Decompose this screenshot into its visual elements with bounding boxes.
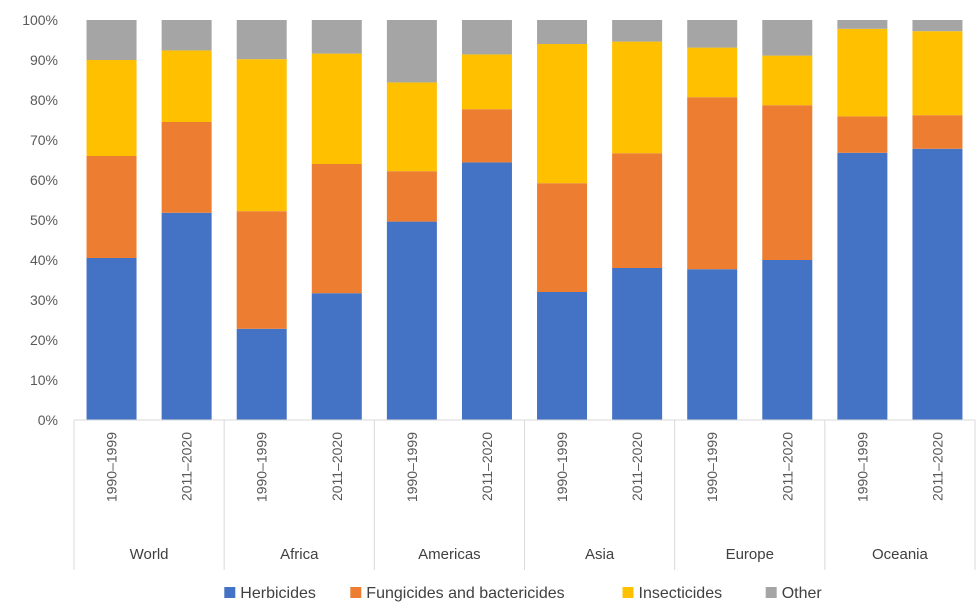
bar-segment-other (912, 20, 963, 32)
legend-label: Fungicides and bactericides (366, 585, 564, 602)
x-group-label: Asia (585, 546, 615, 563)
legend-label: Other (782, 585, 823, 602)
y-tick-label: 20% (30, 332, 58, 348)
x-period-label: 1990–1999 (704, 432, 720, 502)
bar-segment-fungicides-and-bactericides (86, 156, 137, 258)
bar-segment-insecticides (687, 47, 738, 98)
x-group-label: Europe (726, 546, 774, 563)
bar-segment-insecticides (912, 31, 963, 116)
bar-segment-herbicides (161, 212, 212, 420)
x-group-label: Americas (418, 546, 481, 563)
bar-segment-insecticides (236, 59, 287, 212)
x-period-label: 2011–2020 (479, 432, 495, 501)
y-tick-label: 50% (30, 212, 58, 228)
y-tick-label: 10% (30, 372, 58, 388)
bar-segment-insecticides (762, 55, 813, 106)
bar-segment-other (461, 20, 512, 55)
bar-segment-other (86, 20, 137, 60)
bar-segment-insecticides (461, 54, 512, 110)
bar-segment-herbicides (687, 269, 738, 420)
bar-segment-other (311, 20, 362, 54)
bar-segment-herbicides (461, 162, 512, 420)
bar-segment-fungicides-and-bactericides (837, 116, 888, 153)
legend-label: Herbicides (240, 585, 316, 602)
x-axis: 1990–1999 2011–2020 1990–1999 2011–2020 1990… (73, 419, 976, 570)
bar-segment-other (236, 20, 287, 60)
bar-segment-insecticides (161, 50, 212, 122)
bar-segment-fungicides-and-bactericides (161, 122, 212, 213)
legend-swatch (224, 587, 236, 598)
bar-segment-fungicides-and-bactericides (612, 153, 663, 268)
legend-swatch (622, 587, 634, 598)
y-tick-label: 80% (30, 92, 58, 108)
legend: Herbicides Fungicides and bactericides Ins… (224, 585, 822, 602)
y-tick-label: 0% (38, 412, 58, 428)
legend-swatch (765, 587, 777, 598)
bar-segment-herbicides (837, 152, 888, 421)
y-tick-label: 70% (30, 132, 58, 148)
bar-segment-insecticides (386, 82, 437, 172)
y-tick-label: 40% (30, 252, 58, 268)
x-period-label: 2011–2020 (629, 432, 645, 501)
bar-segment-other (687, 20, 738, 48)
x-period-label: 1990–1999 (254, 432, 270, 502)
bar-segment-fungicides-and-bactericides (461, 109, 512, 163)
x-period-label: 2011–2020 (929, 432, 945, 501)
y-tick-label: 30% (30, 292, 58, 308)
bar-segment-other (612, 20, 663, 42)
bar-segment-other (386, 20, 437, 83)
bar-segment-herbicides (762, 260, 813, 420)
bar-segment-insecticides (86, 60, 137, 156)
y-tick-label: 100% (22, 12, 58, 28)
y-tick-label: 90% (30, 52, 58, 68)
y-axis: 0% 10% 20% 30% 40% 50% 60% 70% 80% 90% 100% (22, 12, 58, 428)
x-period-label: 1990–1999 (854, 432, 870, 502)
x-period-label: 2011–2020 (179, 432, 195, 501)
bar-segment-fungicides-and-bactericides (912, 115, 963, 149)
bar-segment-other (537, 20, 588, 44)
y-tick-label: 60% (30, 172, 58, 188)
bar-segment-fungicides-and-bactericides (537, 183, 588, 292)
x-group-label: Oceania (872, 546, 929, 563)
x-period-label: 1990–1999 (104, 432, 120, 502)
bar-segment-other (161, 20, 212, 51)
bar-segment-herbicides (311, 293, 362, 420)
x-period-label: 2011–2020 (329, 432, 345, 501)
bar-segment-fungicides-and-bactericides (311, 164, 362, 294)
x-period-label: 1990–1999 (404, 432, 420, 502)
bar-segment-herbicides (612, 268, 663, 420)
bar-segment-herbicides (236, 328, 287, 420)
bar-segment-insecticides (311, 53, 362, 164)
bar-segment-fungicides-and-bactericides (687, 97, 738, 270)
bar-segment-insecticides (837, 28, 888, 117)
bar-segment-other (762, 20, 813, 56)
bar-segment-fungicides-and-bactericides (762, 105, 813, 260)
bar-segment-herbicides (86, 258, 137, 420)
bar-segment-herbicides (537, 292, 588, 420)
bars (86, 20, 963, 421)
x-period-label: 2011–2020 (779, 432, 795, 501)
bar-segment-herbicides (912, 148, 963, 421)
bar-segment-other (837, 20, 888, 29)
bar-segment-fungicides-and-bactericides (386, 171, 437, 222)
bar-segment-herbicides (386, 221, 437, 420)
legend-swatch (350, 587, 362, 598)
x-period-label: 1990–1999 (554, 432, 570, 502)
legend-label: Insecticides (639, 585, 723, 602)
bar-segment-insecticides (612, 41, 663, 154)
x-group-label: Africa (280, 546, 319, 563)
x-group-label: World (130, 546, 169, 563)
bar-segment-insecticides (537, 44, 588, 184)
bar-segment-fungicides-and-bactericides (236, 211, 287, 329)
